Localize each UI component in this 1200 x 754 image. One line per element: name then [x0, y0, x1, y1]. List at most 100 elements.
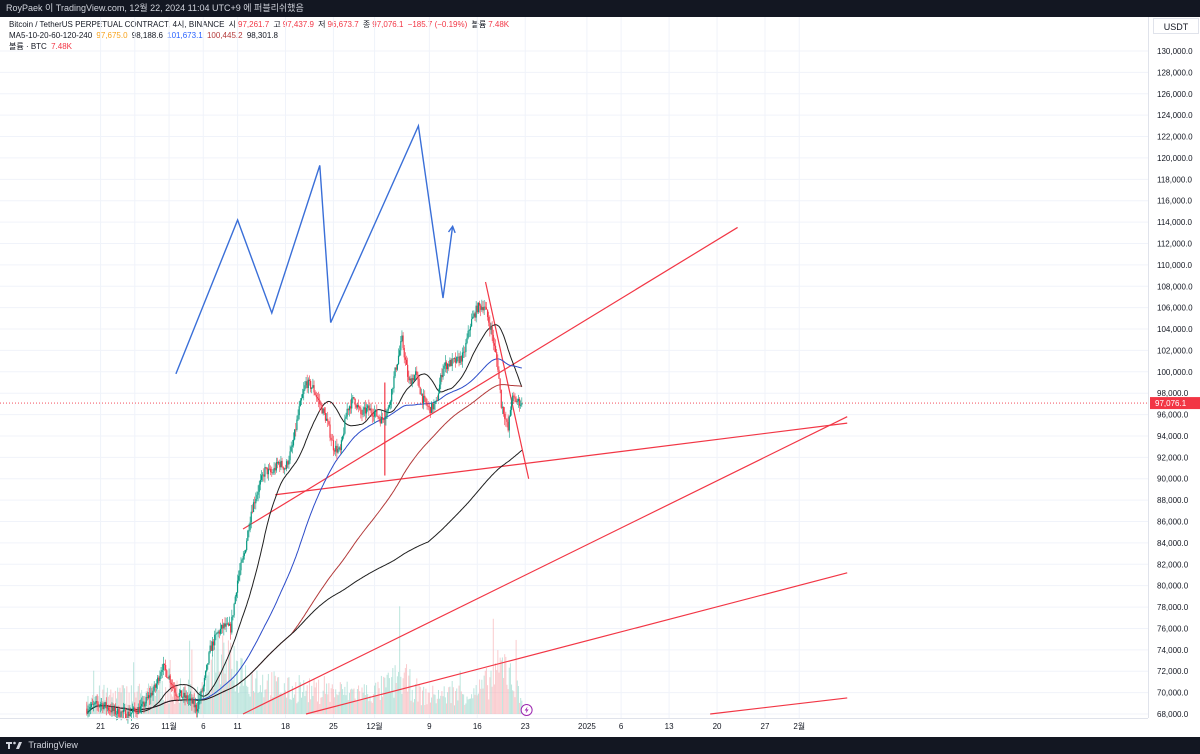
volume-bar	[369, 696, 370, 714]
candle-body	[442, 369, 443, 377]
volume-bar	[509, 668, 510, 714]
candles	[86, 300, 522, 724]
candle	[242, 558, 243, 563]
candle	[396, 365, 397, 372]
candle	[395, 367, 396, 378]
volume-bar	[401, 694, 402, 714]
volume-bar	[239, 686, 240, 714]
candle-body	[339, 447, 340, 449]
candle-body	[315, 392, 316, 395]
candle-body	[122, 712, 123, 713]
volume-bar	[400, 677, 401, 714]
footer-brand[interactable]: TradingView	[28, 740, 78, 750]
volume-bar	[347, 682, 348, 714]
volume-bar	[282, 695, 283, 714]
candle-body	[430, 407, 431, 413]
candle-body	[410, 378, 411, 384]
volume-bar	[334, 697, 335, 714]
candle-body	[286, 461, 287, 469]
candle	[340, 444, 341, 453]
volume-bar	[393, 698, 394, 714]
volume-bar	[344, 687, 345, 714]
candle-body	[318, 399, 319, 401]
candle	[501, 389, 502, 409]
candle	[293, 432, 294, 447]
candle	[480, 304, 481, 316]
volume-bar	[471, 694, 472, 714]
candle	[413, 374, 414, 381]
candle-body	[197, 709, 198, 712]
volume-bar	[222, 635, 223, 714]
candle	[309, 375, 310, 385]
candle	[406, 356, 407, 365]
volume-bar	[171, 694, 172, 714]
candle-body	[212, 641, 213, 650]
candle-body	[365, 407, 366, 413]
candle-body	[329, 424, 330, 437]
candle-body	[296, 420, 297, 430]
candle-body	[520, 405, 521, 406]
price-chart[interactable]: 130,000.0 128,000.0 126,000.0 124,000.0 122,…	[0, 17, 1200, 737]
candle-body	[376, 410, 377, 417]
volume-bar	[342, 689, 343, 714]
candle-body	[408, 377, 409, 380]
volume-bar	[307, 685, 308, 714]
volume-bar	[163, 700, 164, 714]
candle	[210, 640, 211, 653]
candle	[410, 374, 411, 384]
candle-body	[268, 469, 269, 474]
time-tick-label: 6	[201, 722, 206, 731]
candle	[179, 689, 180, 701]
volume-bar	[413, 702, 414, 714]
candle	[418, 376, 419, 388]
candle	[220, 623, 221, 636]
candle-body	[242, 560, 243, 563]
candle	[508, 414, 509, 432]
volume-bar	[478, 694, 479, 714]
candle-body	[514, 397, 515, 399]
candle	[310, 379, 311, 392]
publish-header: RoyPaek 이 TradingView.com, 12월 22, 2024 …	[0, 0, 1200, 17]
candle-body	[414, 375, 415, 380]
volume-bar	[169, 703, 170, 714]
volume-bar	[258, 693, 259, 714]
volume-bar	[447, 692, 448, 714]
volume-bar	[397, 676, 398, 714]
candle	[516, 396, 517, 402]
volume-bar	[506, 685, 507, 714]
volume-bar	[423, 687, 424, 714]
volume-bar	[391, 677, 392, 714]
candle-body	[125, 710, 126, 719]
candle	[228, 622, 229, 626]
candle-body	[474, 313, 475, 317]
candle-body	[506, 420, 507, 422]
candle	[482, 301, 483, 313]
candle	[407, 358, 408, 382]
price-axis[interactable]: 130,000.0 128,000.0 126,000.0 124,000.0 122,…	[1149, 17, 1200, 719]
volume-bar	[180, 678, 181, 714]
volume-bar	[235, 691, 236, 714]
volume-bar	[513, 691, 514, 714]
volume-bar	[456, 688, 457, 714]
candle-body	[199, 699, 200, 701]
candle-body	[389, 405, 390, 407]
time-tick-label: 27	[761, 722, 770, 731]
candle	[235, 595, 236, 604]
candle-body	[345, 417, 346, 419]
candle-body	[101, 703, 102, 704]
candle	[468, 325, 469, 339]
candle	[207, 663, 208, 670]
candle-body	[281, 461, 282, 467]
candle-body	[357, 405, 358, 407]
candle-body	[196, 705, 197, 712]
candle	[454, 357, 455, 362]
candle-body	[269, 469, 270, 470]
candle-body	[476, 306, 477, 318]
volume-bar	[455, 691, 456, 714]
candle	[432, 403, 433, 413]
candle-body	[429, 407, 430, 408]
volume-bar	[462, 694, 463, 714]
candle-body	[352, 397, 353, 398]
candle	[500, 378, 501, 393]
candle	[445, 355, 446, 372]
